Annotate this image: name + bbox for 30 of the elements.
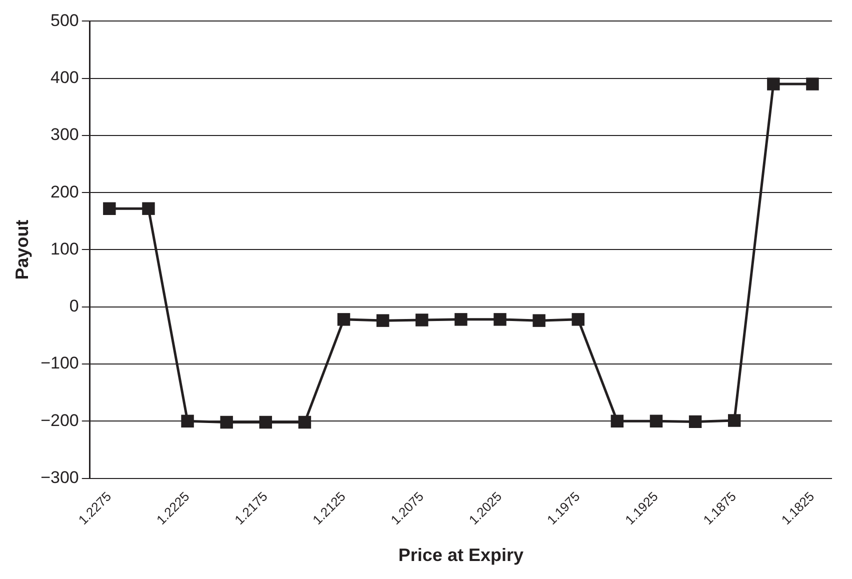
y-tick-label: 0 xyxy=(69,296,79,316)
x-axis-title: Price at Expiry xyxy=(398,545,524,566)
y-tick-label: 300 xyxy=(50,125,79,144)
y-tick-label: −300 xyxy=(40,468,79,487)
point xyxy=(650,414,663,428)
y-tick-label: −100 xyxy=(40,354,79,373)
point xyxy=(181,414,194,428)
y-tick-label: 100 xyxy=(50,239,79,258)
point xyxy=(806,78,819,90)
point xyxy=(259,416,272,429)
y-tick-label: 400 xyxy=(50,68,79,88)
point xyxy=(610,414,624,428)
point xyxy=(298,416,312,429)
point xyxy=(767,78,780,90)
point xyxy=(532,314,546,327)
point xyxy=(728,414,741,427)
y-tick-label: 200 xyxy=(50,182,79,202)
point xyxy=(688,415,702,428)
y-axis-title: Payout xyxy=(12,220,32,280)
y-tick-label: −200 xyxy=(40,410,79,430)
point xyxy=(494,313,506,326)
point xyxy=(142,202,155,215)
point xyxy=(454,313,468,326)
point xyxy=(572,313,584,326)
point xyxy=(376,314,390,327)
point xyxy=(220,416,233,429)
point xyxy=(416,314,428,326)
point xyxy=(337,313,350,326)
point xyxy=(103,202,116,215)
y-tick-label: 500 xyxy=(50,10,79,30)
